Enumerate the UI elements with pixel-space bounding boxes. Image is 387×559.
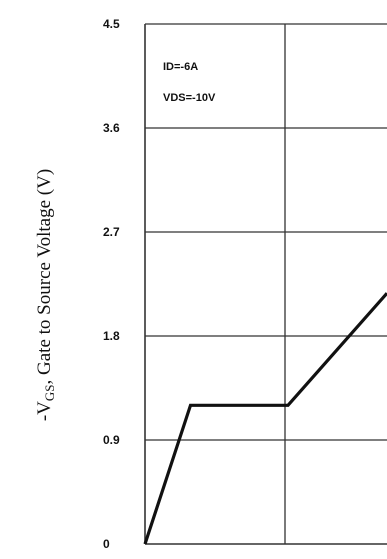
grid-layer [145,23,387,544]
y-tick-labels: 0 0.9 1.8 2.7 3.6 4.5 [103,17,120,551]
y-tick-label-5: 4.5 [103,17,120,31]
y-axis-label-suffix: , Gate to Source Voltage (V) [34,169,55,385]
series-line-0 [143,292,387,545]
axis-layer [144,24,387,545]
y-tick-label-2: 1.8 [103,329,120,343]
annotation-vds: VDS=-10V [163,92,216,104]
series-layer [143,292,387,545]
annotation-id: ID=-6A [163,61,198,73]
y-axis-label-subscript: GS [42,384,57,401]
y-tick-label-1: 0.9 [103,433,120,447]
y-tick-label-3: 2.7 [103,225,120,239]
y-tick-label-4: 3.6 [103,121,120,135]
y-axis-label: -VGS, Gate to Source Voltage (V) [34,169,57,421]
y-tick-label-0: 0 [103,537,110,551]
y-axis-label-prefix: -V [34,401,55,421]
